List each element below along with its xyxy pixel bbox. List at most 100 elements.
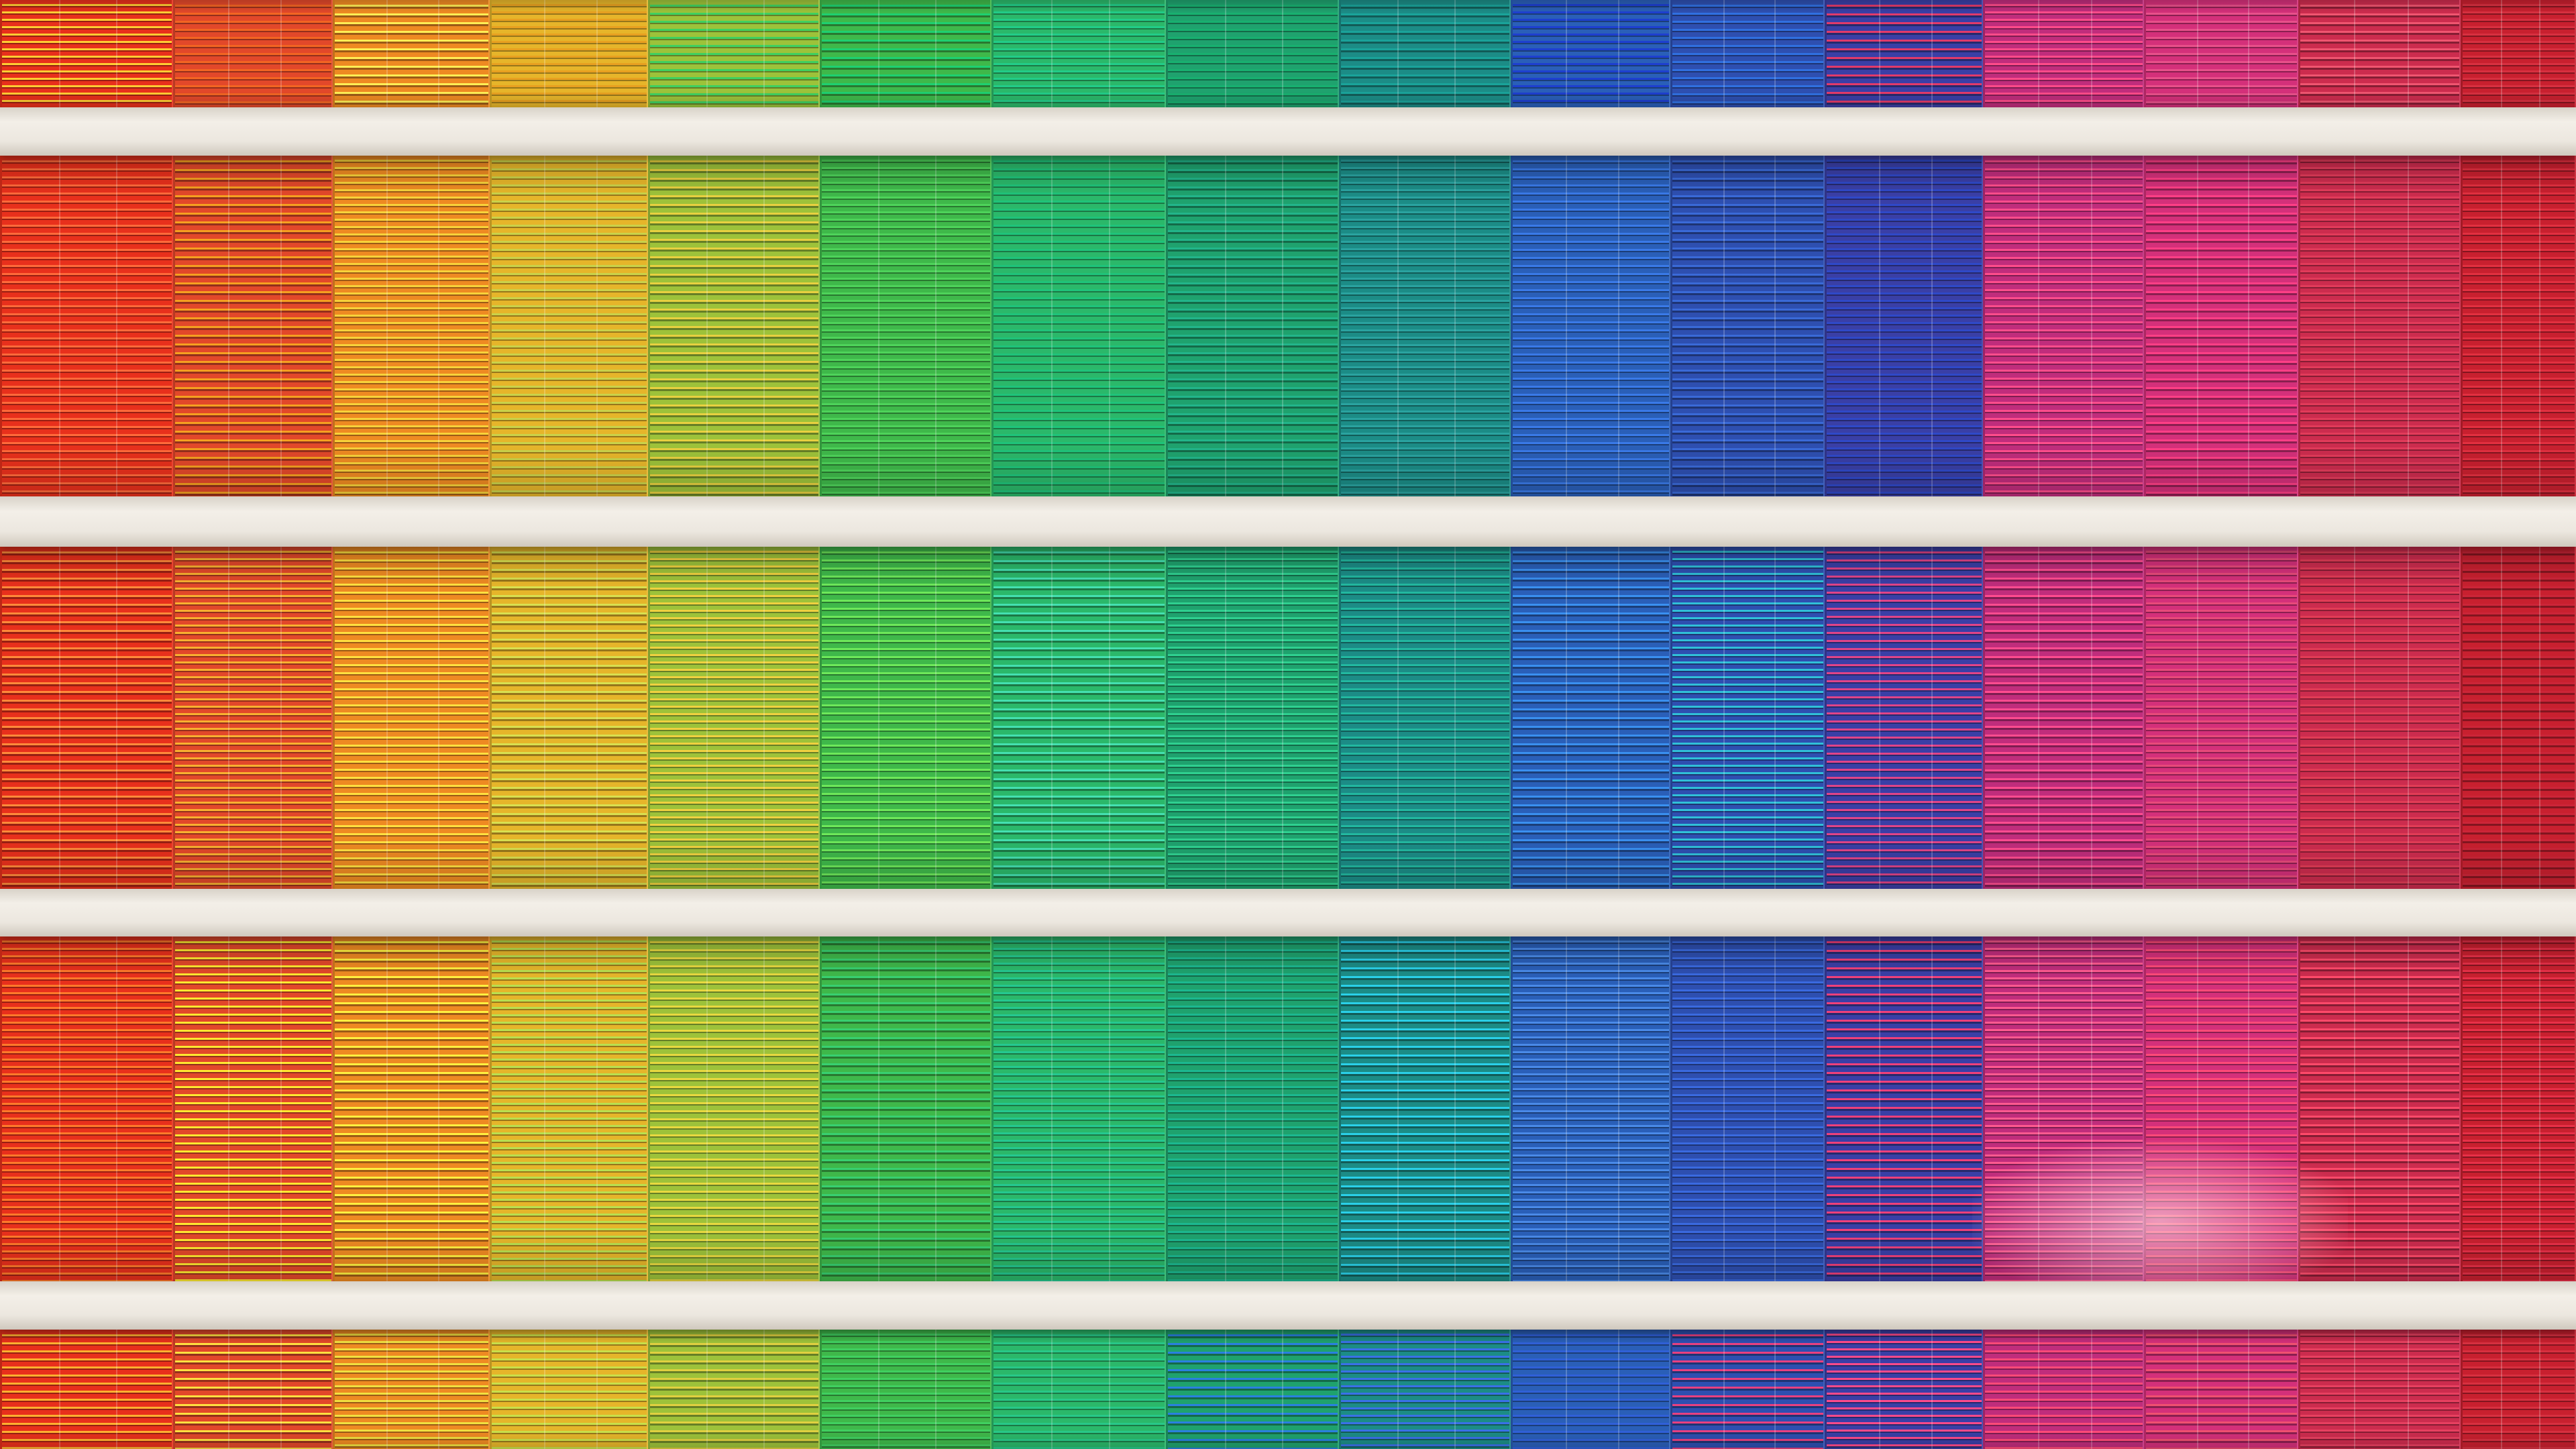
blind-cord	[1879, 1330, 1880, 1449]
blind-cord	[1618, 156, 1619, 496]
blind-panel	[1339, 0, 1511, 107]
blind-cord	[280, 156, 282, 496]
blind-slats	[2300, 547, 2459, 889]
blind-cord	[1566, 547, 1567, 889]
blind-cord	[2354, 156, 2355, 496]
blind-cord	[1225, 156, 1226, 496]
blind-cord	[1931, 0, 1933, 107]
blind-panel	[1511, 1330, 1670, 1449]
blind-slats	[335, 936, 488, 1281]
blind-cord	[544, 1330, 545, 1449]
blind-panel	[648, 547, 820, 889]
blind-cord	[1931, 547, 1933, 889]
blind-panel	[490, 156, 648, 496]
blind-cord	[280, 0, 282, 107]
blind-cord	[1879, 936, 1880, 1281]
blind-cord	[596, 936, 598, 1281]
blind-panel	[0, 156, 173, 496]
blind-slats	[335, 156, 488, 496]
blind-cord	[228, 1330, 229, 1449]
blind-slats	[994, 1330, 1165, 1449]
blind-slats	[994, 156, 1165, 496]
blind-slats	[1672, 547, 1823, 889]
blind-cord	[1774, 0, 1776, 107]
blind-slats	[994, 547, 1165, 889]
blind-cord	[1618, 0, 1619, 107]
blind-cord	[1879, 0, 1880, 107]
blind-cord	[280, 1330, 282, 1449]
blind-panel	[173, 936, 333, 1281]
blind-cord	[1618, 936, 1619, 1281]
floor-top-strip	[0, 0, 2576, 107]
blind-cord	[1774, 936, 1776, 1281]
blind-slats	[2146, 547, 2297, 889]
blind-cord	[1282, 156, 1283, 496]
blind-panel	[1670, 547, 1825, 889]
blind-cord	[763, 0, 765, 107]
blind-cord	[1397, 0, 1399, 107]
blind-cord	[544, 156, 545, 496]
blind-cord	[1051, 156, 1053, 496]
blind-cord	[706, 156, 708, 496]
blind-slats	[1672, 156, 1823, 496]
blind-cord	[438, 936, 439, 1281]
blind-cord	[228, 0, 229, 107]
blind-cord	[1454, 547, 1456, 889]
blind-cord	[228, 547, 229, 889]
blind-slats	[1341, 936, 1509, 1281]
blind-cord	[2539, 1330, 2540, 1449]
blind-cord	[706, 936, 708, 1281]
blind-cord	[2038, 1330, 2039, 1449]
blind-cord	[1618, 1330, 1619, 1449]
blind-panel	[2144, 156, 2298, 496]
blind-cord	[1774, 156, 1776, 496]
blind-slats	[650, 1330, 818, 1449]
floor-bottom-strip	[0, 1330, 2576, 1449]
blind-panel	[648, 936, 820, 1281]
blind-slats	[175, 547, 331, 889]
blind-slats	[2, 156, 172, 496]
blind-slats	[994, 0, 1165, 107]
blind-panel	[648, 0, 820, 107]
blind-panel	[2461, 1330, 2576, 1449]
blind-cord	[228, 156, 229, 496]
blind-panel	[173, 0, 333, 107]
blind-panel	[333, 1330, 490, 1449]
blind-slats	[1513, 547, 1669, 889]
blind-slats	[2463, 936, 2575, 1281]
blind-cord	[1282, 547, 1283, 889]
floor-slab	[0, 107, 2576, 156]
blind-slats	[335, 547, 488, 889]
blind-cord	[116, 936, 117, 1281]
blind-cord	[1225, 547, 1226, 889]
blind-cord	[438, 0, 439, 107]
blind-slats	[1827, 936, 1982, 1281]
blind-panel	[1670, 936, 1825, 1281]
blind-slats	[650, 936, 818, 1281]
blind-slats	[1672, 1330, 1823, 1449]
blind-cord	[2539, 0, 2540, 107]
blind-cord	[544, 0, 545, 107]
blind-cord	[935, 547, 936, 889]
blind-cord	[2354, 936, 2355, 1281]
blind-panel	[1511, 156, 1670, 496]
blind-slats	[1168, 936, 1338, 1281]
blind-cord	[1454, 0, 1456, 107]
blind-cord	[228, 936, 229, 1281]
blind-cord	[2501, 0, 2502, 107]
blind-cord	[2408, 936, 2409, 1281]
blind-cord	[116, 547, 117, 889]
blind-panel	[991, 0, 1166, 107]
blind-slats	[650, 0, 818, 107]
blind-slats	[2, 1330, 172, 1449]
blind-panel	[1511, 547, 1670, 889]
blind-cord	[2408, 1330, 2409, 1449]
blind-cord	[878, 547, 879, 889]
blind-cord	[596, 547, 598, 889]
blind-cord	[2501, 1330, 2502, 1449]
blind-slats	[335, 1330, 488, 1449]
blind-cord	[2408, 547, 2409, 889]
blind-cord	[438, 156, 439, 496]
blind-cord	[763, 547, 765, 889]
blind-cord	[1723, 936, 1725, 1281]
